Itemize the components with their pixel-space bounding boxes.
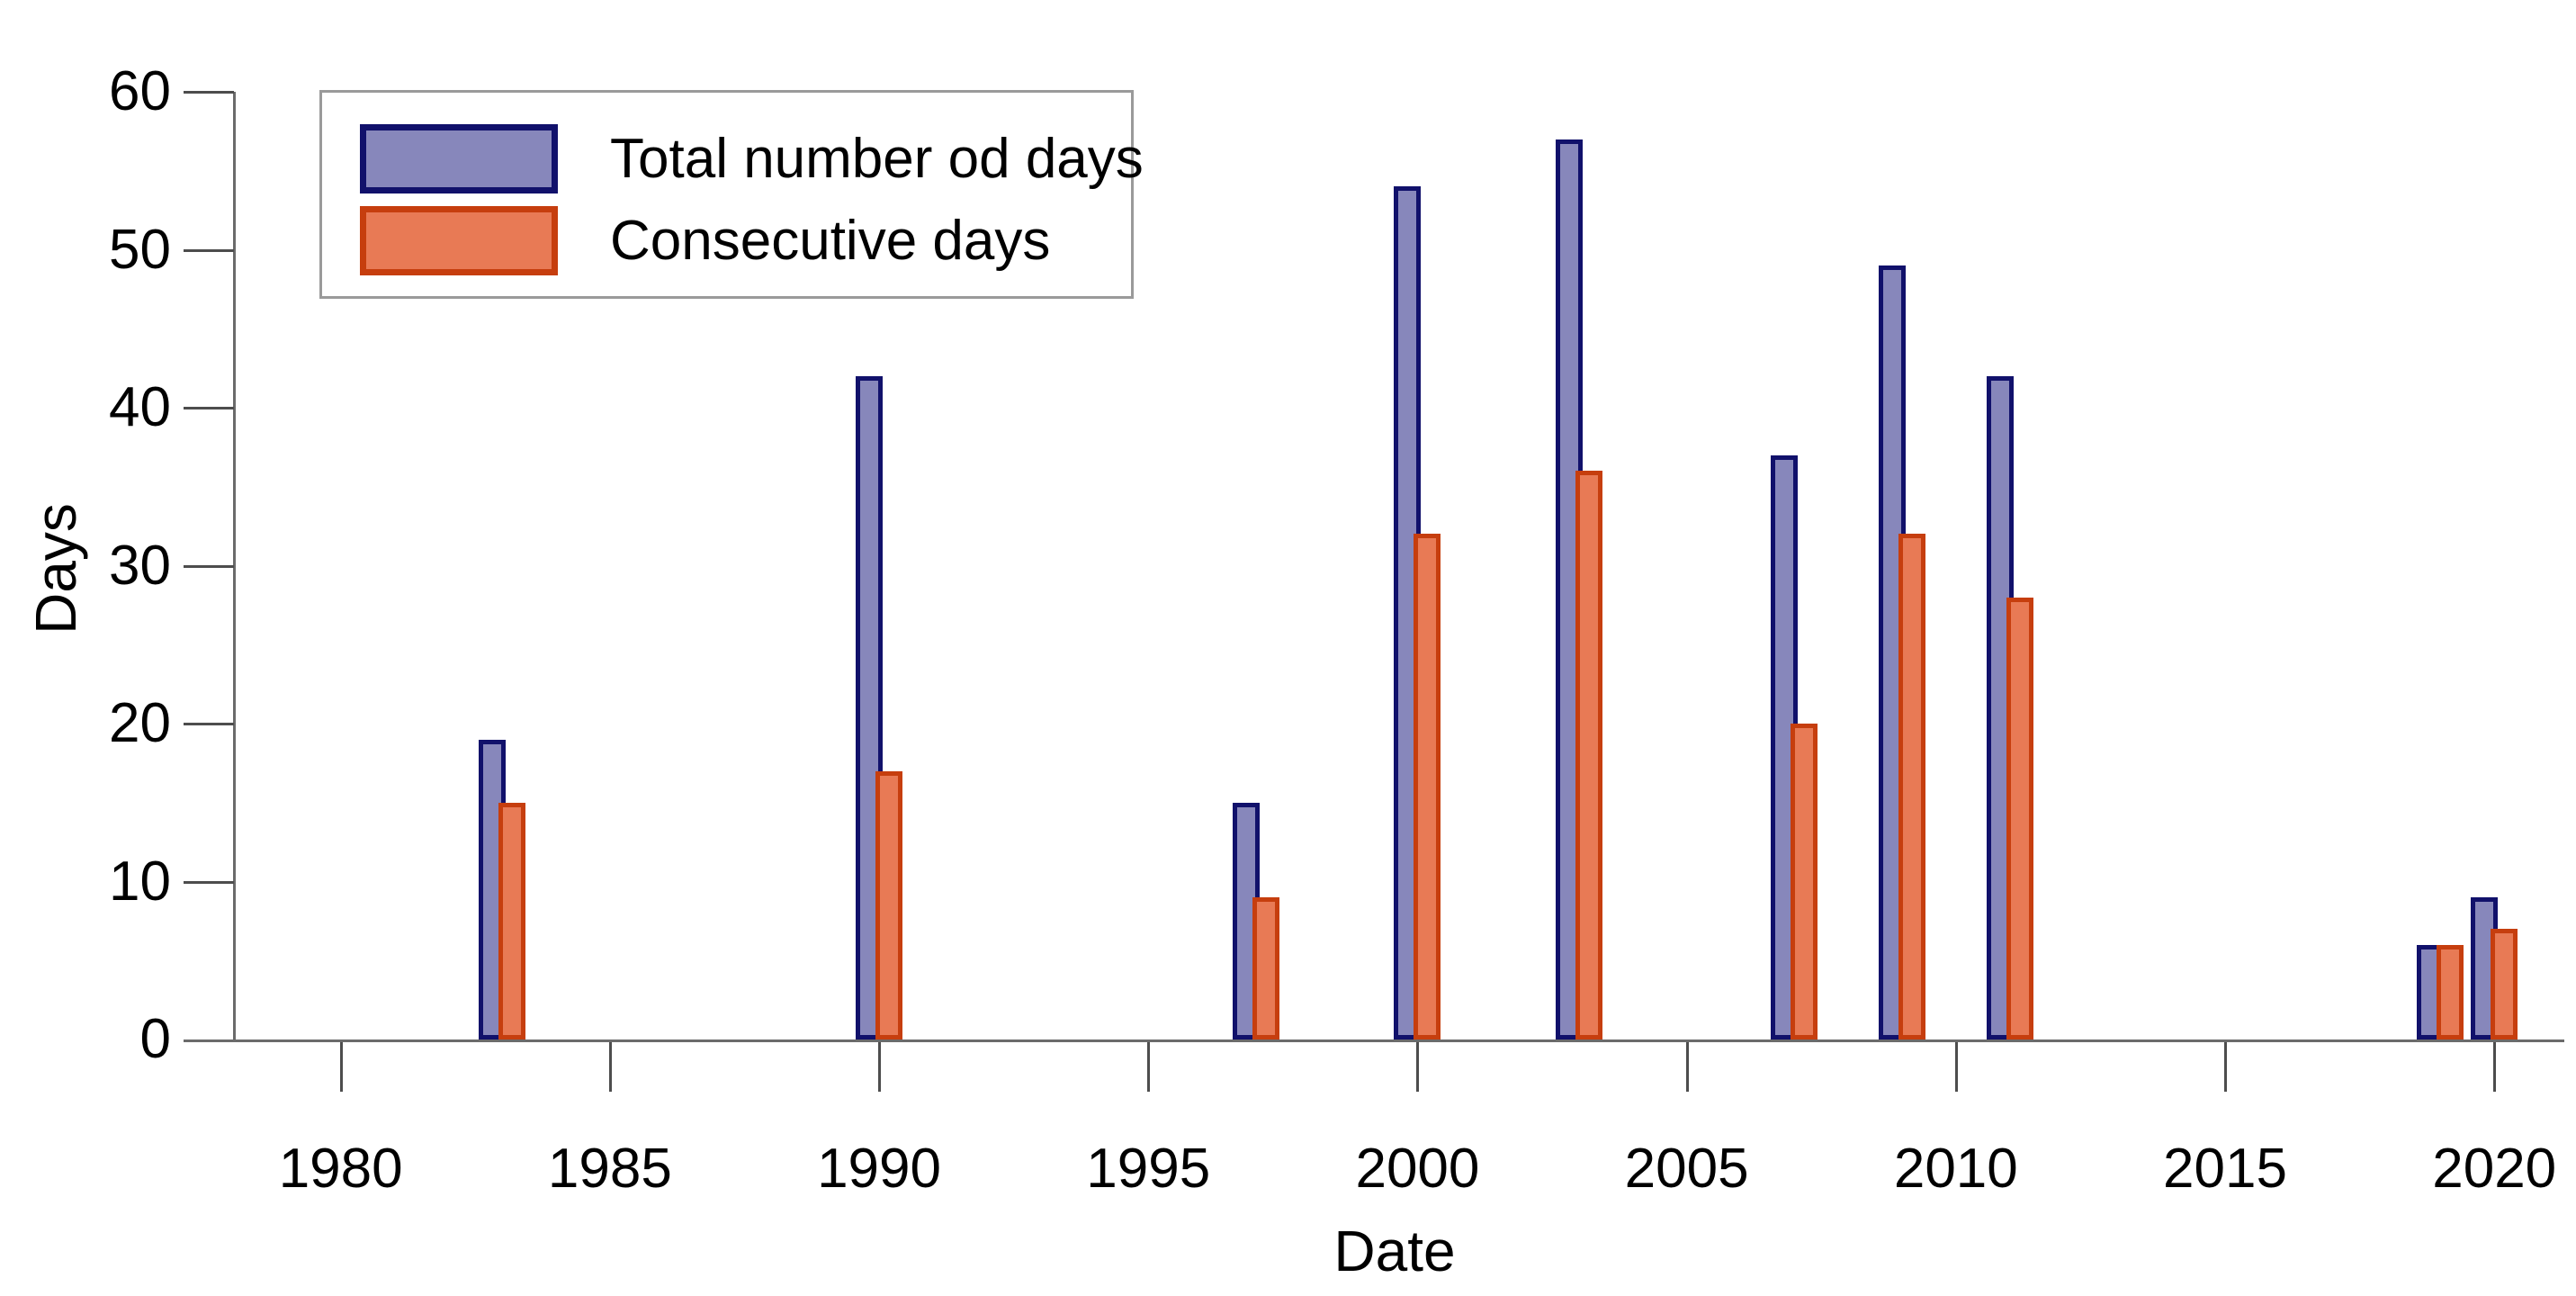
y-tick-label: 50 bbox=[109, 218, 171, 281]
y-tick-label: 30 bbox=[109, 534, 171, 597]
total-days-legend-label: Total number od days bbox=[610, 128, 1144, 190]
y-tick-label: 10 bbox=[109, 850, 171, 913]
x-tick-mark bbox=[878, 1042, 882, 1092]
consecutive-days-bar bbox=[2491, 929, 2518, 1040]
consecutive-days-bar bbox=[1791, 724, 1818, 1040]
x-tick-label: 1980 bbox=[278, 1138, 403, 1200]
consecutive-days-bar bbox=[1575, 471, 1602, 1040]
consecutive-days-bar bbox=[498, 802, 526, 1040]
x-tick-label: 1995 bbox=[1086, 1138, 1211, 1200]
x-tick-label: 1985 bbox=[547, 1138, 672, 1200]
x-tick-mark bbox=[1147, 1042, 1151, 1092]
x-tick-mark bbox=[608, 1042, 612, 1092]
y-tick-mark bbox=[184, 248, 234, 252]
y-tick-label: 40 bbox=[109, 376, 171, 438]
consecutive-days-bar bbox=[2006, 597, 2033, 1040]
y-axis-title: Days bbox=[23, 503, 88, 634]
y-tick-mark bbox=[184, 91, 234, 94]
consecutive-days-bar bbox=[875, 770, 903, 1040]
x-tick-label: 2020 bbox=[2432, 1138, 2557, 1200]
x-tick-label: 2015 bbox=[2163, 1138, 2287, 1200]
y-tick-mark bbox=[184, 407, 234, 410]
x-tick-label: 1990 bbox=[817, 1138, 942, 1200]
x-tick-mark bbox=[2493, 1042, 2497, 1092]
consecutive-days-bar bbox=[1414, 534, 1441, 1040]
x-tick-mark bbox=[1685, 1042, 1689, 1092]
x-tick-mark bbox=[1954, 1042, 1958, 1092]
x-tick-mark bbox=[1416, 1042, 1420, 1092]
x-axis-line bbox=[184, 1040, 2564, 1042]
y-tick-label: 60 bbox=[109, 60, 171, 122]
consecutive-days-bar bbox=[2437, 944, 2464, 1040]
total-days-legend-swatch bbox=[360, 124, 558, 194]
x-tick-label: 2005 bbox=[1624, 1138, 1749, 1200]
y-axis-line bbox=[233, 92, 236, 1042]
x-tick-mark bbox=[2224, 1042, 2228, 1092]
consecutive-days-legend-label: Consecutive days bbox=[610, 210, 1051, 272]
y-tick-mark bbox=[184, 723, 234, 725]
y-tick-mark bbox=[184, 564, 234, 568]
x-tick-mark bbox=[339, 1042, 343, 1092]
y-tick-label: 0 bbox=[139, 1008, 171, 1070]
legend: Total number od days Consecutive days bbox=[319, 90, 1144, 299]
x-axis-title: Date bbox=[1333, 1219, 1456, 1283]
consecutive-days-bar bbox=[1252, 897, 1279, 1040]
x-tick-label: 2000 bbox=[1355, 1138, 1480, 1200]
y-tick-label: 20 bbox=[109, 692, 171, 754]
consecutive-days-legend-swatch bbox=[360, 206, 558, 275]
x-tick-label: 2010 bbox=[1893, 1138, 2018, 1200]
y-tick-mark bbox=[184, 880, 234, 884]
consecutive-days-bar bbox=[1898, 534, 1925, 1040]
